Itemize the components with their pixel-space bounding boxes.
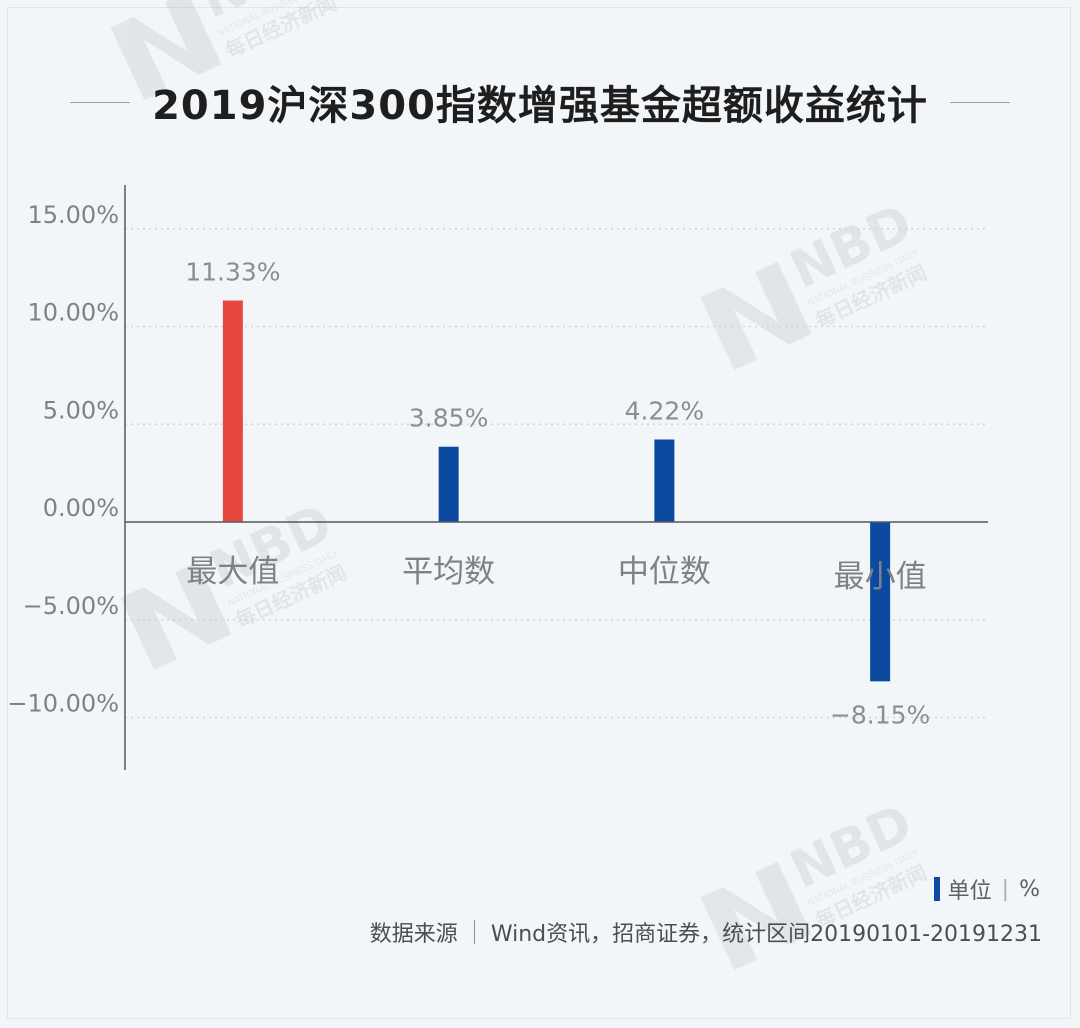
data-label: 11.33% bbox=[185, 257, 280, 286]
bar bbox=[870, 522, 891, 682]
title-row: 2019沪深300指数增强基金超额收益统计 bbox=[20, 72, 1060, 132]
x-category-label: 平均数 bbox=[402, 554, 495, 590]
legend-swatch bbox=[933, 877, 940, 901]
source-text: Wind资讯，招商证券，统计区间20190101-20191231 bbox=[490, 922, 1042, 947]
legend-unit: % bbox=[1019, 876, 1040, 902]
source-separator bbox=[473, 920, 475, 944]
bar bbox=[222, 300, 243, 522]
y-tick-label: 15.00% bbox=[27, 201, 119, 229]
source-label: 数据来源 bbox=[369, 922, 458, 947]
chart-frame bbox=[7, 7, 1071, 1019]
data-label: 4.22% bbox=[625, 396, 704, 425]
bar bbox=[654, 439, 675, 522]
x-category-label: 最大值 bbox=[186, 554, 279, 590]
chart-title: 2019沪深300指数增强基金超额收益统计 bbox=[152, 83, 928, 129]
y-tick-label: 5.00% bbox=[43, 396, 119, 424]
bar bbox=[438, 446, 459, 522]
title-rule-right bbox=[949, 101, 1010, 103]
legend: 单位 | % bbox=[933, 875, 1040, 904]
title-rule-left bbox=[70, 101, 131, 103]
source-note: 数据来源 Wind资讯，招商证券，统计区间20190101-20191231 bbox=[370, 916, 1042, 948]
y-tick-label: 10.00% bbox=[27, 299, 119, 327]
x-category-label: 中位数 bbox=[618, 554, 711, 590]
legend-label: 单位 bbox=[947, 879, 992, 904]
y-tick-label: −10.00% bbox=[7, 690, 119, 718]
legend-separator: | bbox=[1001, 876, 1010, 902]
y-tick-label: −5.00% bbox=[23, 592, 119, 620]
x-category-label: 最小值 bbox=[834, 559, 927, 595]
y-tick-label: 0.00% bbox=[43, 494, 119, 522]
data-label: 3.85% bbox=[409, 404, 488, 433]
data-label: −8.15% bbox=[830, 700, 930, 729]
